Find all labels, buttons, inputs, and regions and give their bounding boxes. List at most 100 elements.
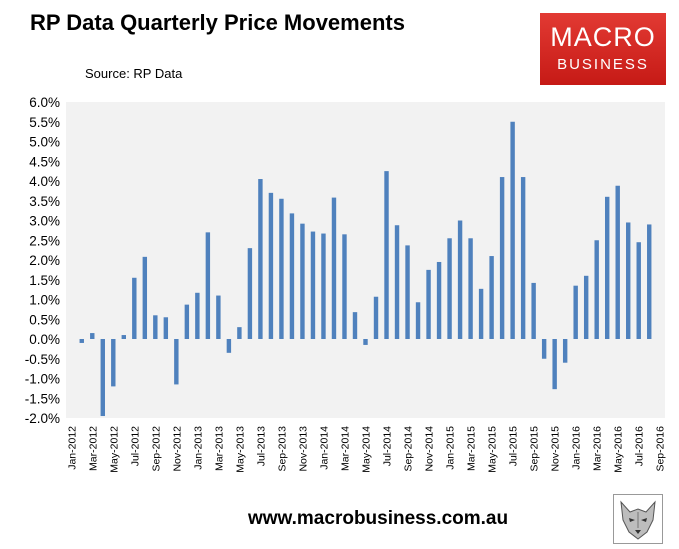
y-tick-label: 5.0% (29, 135, 60, 150)
bar (363, 339, 368, 345)
bar (636, 242, 641, 339)
x-tick-label: May-2015 (487, 426, 499, 473)
bar (510, 121, 515, 339)
x-tick-label: Jul-2015 (508, 426, 520, 466)
bar (520, 177, 526, 339)
bar (226, 339, 232, 353)
bar (237, 327, 242, 339)
x-tick-label: Mar-2014 (339, 426, 351, 471)
y-tick-label: 6.0% (29, 95, 60, 110)
x-tick-label: Sep-2016 (655, 426, 667, 472)
bar (132, 277, 137, 339)
bar (478, 288, 484, 339)
bar (604, 196, 610, 339)
x-tick-label: Sep-2013 (276, 426, 288, 472)
bar (573, 285, 578, 339)
bar (258, 179, 263, 339)
y-tick-label: 4.5% (29, 154, 60, 169)
y-tick-label: 3.0% (29, 214, 60, 229)
bar (415, 302, 421, 339)
y-tick-label: 3.5% (29, 194, 60, 209)
logo-line-1: MACRO (550, 22, 656, 52)
logo-line-2: BUSINESS (557, 56, 649, 73)
y-tick-label: 2.5% (29, 233, 60, 248)
x-tick-label: Mar-2012 (87, 426, 99, 471)
x-tick-label: Nov-2013 (297, 426, 309, 472)
bar (436, 261, 442, 339)
x-tick-label: Nov-2012 (171, 426, 183, 472)
bar (352, 312, 358, 339)
y-tick-label: -0.5% (25, 352, 60, 367)
x-tick-label: May-2014 (361, 426, 373, 473)
bar (310, 231, 316, 339)
bar (457, 220, 463, 339)
bar (142, 256, 148, 339)
bar (321, 233, 326, 339)
bar (331, 197, 337, 339)
x-tick-label: May-2013 (234, 426, 246, 473)
bar (289, 213, 295, 339)
chart-source: Source: RP Data (85, 66, 183, 81)
x-tick-label: Mar-2015 (466, 426, 478, 471)
x-tick-label: Mar-2013 (213, 426, 225, 471)
x-tick-label: Sep-2015 (529, 426, 541, 472)
x-tick-label: Jan-2012 (66, 426, 78, 470)
bar (447, 238, 452, 339)
bar (205, 232, 211, 339)
y-tick-label: 5.5% (29, 115, 60, 130)
bar (100, 339, 105, 417)
x-tick-label: Nov-2014 (424, 426, 436, 472)
x-tick-label: Jan-2013 (192, 426, 204, 470)
bar (373, 296, 379, 339)
y-tick-label: -1.0% (25, 372, 60, 387)
bar (394, 225, 400, 339)
bar (174, 339, 179, 385)
bar (552, 339, 557, 390)
y-tick-label: 1.5% (29, 273, 60, 288)
x-tick-label: Jan-2016 (571, 426, 583, 470)
y-tick-label: -1.5% (25, 391, 60, 406)
x-tick-label: Sep-2012 (150, 426, 162, 472)
bar (405, 245, 410, 339)
bar (531, 282, 536, 339)
y-tick-label: 0.0% (29, 332, 60, 347)
chart-title: RP Data Quarterly Price Movements (30, 10, 405, 35)
macrobusiness-logo: MACRO BUSINESS (540, 13, 666, 85)
x-tick-label: Sep-2014 (403, 426, 415, 472)
bar (489, 256, 494, 339)
x-tick-label: Nov-2015 (550, 426, 562, 472)
bar (647, 224, 652, 339)
bar (111, 339, 116, 387)
plot-area (66, 102, 665, 418)
bar (583, 275, 589, 339)
wolf-icon (613, 494, 663, 544)
bar (79, 339, 84, 343)
x-tick-label: Jul-2016 (634, 426, 646, 466)
y-tick-label: 0.5% (29, 312, 60, 327)
bar (541, 339, 547, 359)
bar (384, 171, 389, 339)
x-tick-label: May-2016 (613, 426, 625, 473)
bar (268, 192, 274, 339)
x-tick-label: Mar-2016 (592, 426, 604, 471)
bar (615, 185, 620, 339)
bar (594, 240, 599, 339)
x-tick-label: Jan-2014 (318, 426, 330, 470)
bar (195, 292, 200, 339)
bar (426, 269, 431, 339)
bar (153, 315, 158, 339)
y-tick-label: 2.0% (29, 253, 60, 268)
bar (247, 248, 253, 339)
x-tick-label: Jul-2014 (382, 426, 394, 466)
bar (90, 333, 95, 339)
bar (562, 339, 568, 363)
website-url: www.macrobusiness.com.au (248, 508, 509, 529)
bar (163, 317, 169, 339)
bar (121, 335, 127, 339)
bar (342, 234, 347, 339)
x-tick-label: Jul-2012 (129, 426, 141, 466)
bar (499, 177, 505, 339)
x-tick-label: May-2012 (108, 426, 120, 473)
bar (626, 222, 631, 339)
bar (300, 223, 305, 339)
